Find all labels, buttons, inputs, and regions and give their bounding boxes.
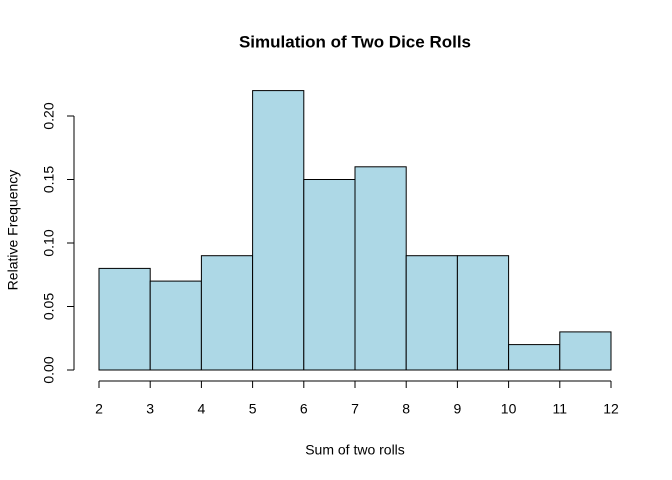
x-tick-label: 8	[402, 401, 410, 417]
y-axis-label: Relative Frequency	[5, 170, 21, 291]
y-tick-label: 0.10	[41, 229, 57, 256]
x-tick-label: 10	[501, 401, 517, 417]
x-tick-label: 6	[300, 401, 308, 417]
bar	[559, 331, 612, 371]
x-tick-label: 5	[249, 401, 257, 417]
bar	[405, 255, 458, 371]
x-tick-label: 7	[351, 401, 359, 417]
x-axis-label: Sum of two rolls	[305, 442, 405, 458]
y-tick-label: 0.20	[41, 102, 57, 129]
bar	[252, 90, 305, 371]
bar	[508, 344, 561, 371]
x-tick-label: 12	[603, 401, 619, 417]
x-tick-label: 2	[95, 401, 103, 417]
bar	[354, 166, 407, 371]
y-tick-label: 0.05	[41, 293, 57, 320]
x-tick-label: 3	[146, 401, 154, 417]
x-tick-label: 11	[553, 401, 568, 417]
bar	[303, 179, 356, 371]
x-tick-label: 9	[454, 401, 462, 417]
bar	[456, 255, 510, 371]
bar	[200, 255, 254, 371]
bar	[149, 280, 202, 371]
x-tick-label: 4	[198, 401, 206, 417]
y-tick-label: 0.00	[41, 356, 57, 383]
chart-title: Simulation of Two Dice Rolls	[239, 32, 471, 51]
y-tick-label: 0.15	[41, 166, 57, 193]
bar	[98, 267, 151, 371]
